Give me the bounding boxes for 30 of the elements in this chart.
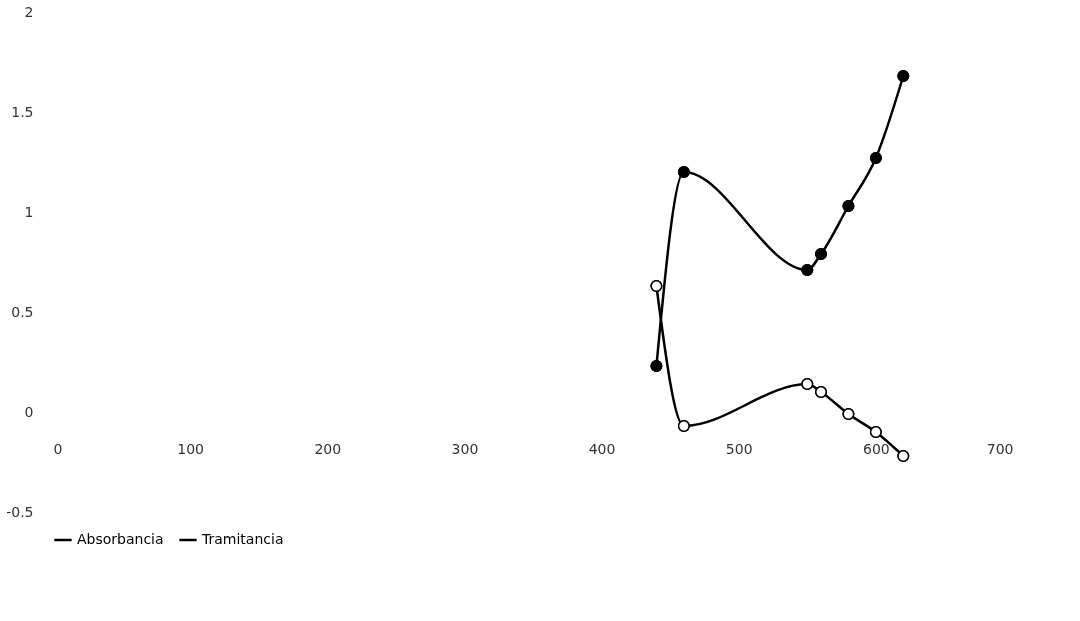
x-tick-label: 100 — [177, 440, 205, 457]
legend-label: Absorbancia — [77, 531, 164, 547]
legend-label: Tramitancia — [201, 531, 284, 547]
y-tick-label: 0 — [24, 403, 34, 420]
x-tick-label: 300 — [451, 440, 479, 457]
y-tick-label: -0.5 — [6, 503, 34, 520]
point — [650, 360, 663, 372]
y-tick-label: 2 — [24, 3, 34, 20]
y-tick-label: 1.5 — [11, 103, 34, 120]
point — [677, 420, 690, 432]
point — [815, 248, 827, 260]
point — [842, 200, 855, 212]
x-tick-label: 600 — [862, 440, 890, 457]
point — [801, 378, 814, 390]
point — [801, 264, 814, 276]
x-tick-label: 500 — [725, 440, 753, 457]
x-tick-label: 0 — [53, 440, 63, 457]
point — [677, 166, 690, 178]
point — [842, 408, 855, 420]
point — [897, 70, 910, 82]
point — [650, 280, 663, 292]
y-tick-label: 0.5 — [11, 303, 34, 320]
y-tick-label: 1 — [24, 203, 34, 220]
x-tick-label: 400 — [588, 440, 616, 457]
x-tick-label: 700 — [986, 440, 1014, 457]
point — [869, 426, 882, 438]
point — [897, 450, 910, 462]
point — [869, 152, 882, 164]
x-tick-label: 200 — [314, 440, 342, 457]
point — [815, 386, 827, 398]
